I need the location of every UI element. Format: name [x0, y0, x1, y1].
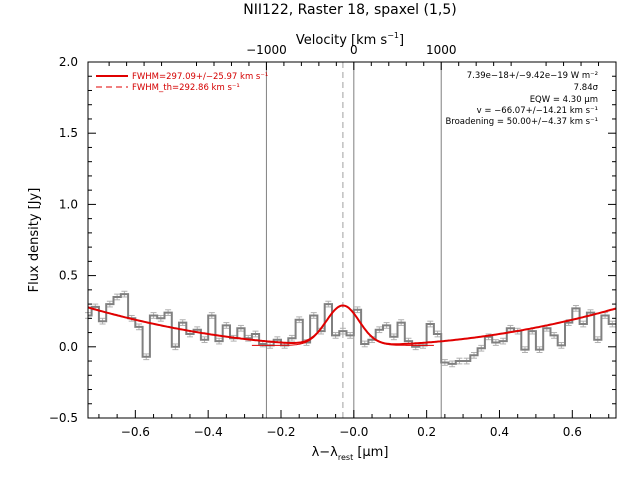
annotation-broadening: Broadening = 50.00+/−4.37 km s⁻¹ — [445, 117, 598, 127]
spectrum-steps — [88, 293, 616, 365]
x-tick-label: −0.0 — [339, 425, 368, 439]
fit-total-curve — [87, 304, 617, 346]
axis-ticks: −0.6 −0.4 −0.2 −0.0 0.2 0.4 0.6 −0.5 0.0 0.5 1.0 1.… — [49, 43, 616, 439]
plot-frame — [87, 61, 617, 419]
top-tick-label: −1000 — [246, 43, 287, 57]
fit-annotations: 7.39e−18+/−9.42e−19 W m⁻² 7.84σ EQW = 4.… — [445, 71, 598, 127]
annotation-flux: 7.39e−18+/−9.42e−19 W m⁻² — [467, 71, 598, 81]
top-axis-label: Velocity [km s−1] — [296, 31, 404, 48]
y-axis-label: Flux density [Jy] — [27, 188, 42, 293]
plot-area — [85, 62, 617, 418]
top-tick-label: 0 — [350, 43, 358, 57]
chart-title: NII122, Raster 18, spaxel (1,5) — [243, 2, 456, 18]
annotation-sigma: 7.84σ — [574, 83, 599, 93]
y-tick-label: 1.5 — [59, 126, 78, 140]
y-tick-label: 2.0 — [59, 55, 78, 69]
legend-item-fwhm-th: FWHM_th=292.86 km s⁻¹ — [132, 83, 240, 93]
y-tick-label: 0.0 — [59, 340, 78, 354]
y-tick-label: 1.0 — [59, 197, 78, 211]
top-tick-label: 1000 — [426, 43, 457, 57]
x-tick-label: 0.2 — [417, 425, 436, 439]
x-axis-label: λ−λrest [μm] — [312, 445, 389, 462]
annotation-eqw: EQW = 4.30 μm — [530, 95, 598, 105]
y-tick-label: 0.5 — [59, 269, 78, 283]
x-tick-label: 0.4 — [490, 425, 509, 439]
annotation-velocity: v = −66.07+/−14.21 km s⁻¹ — [477, 106, 598, 116]
x-tick-label: −0.6 — [121, 425, 150, 439]
y-tick-label: −0.5 — [49, 411, 78, 425]
legend-item-fwhm: FWHM=297.09+/−25.97 km s⁻¹ — [132, 72, 268, 82]
x-tick-label: −0.2 — [266, 425, 295, 439]
x-tick-label: 0.6 — [563, 425, 582, 439]
x-tick-label: −0.4 — [194, 425, 223, 439]
legend: FWHM=297.09+/−25.97 km s⁻¹ FWHM_th=292.8… — [96, 72, 268, 93]
